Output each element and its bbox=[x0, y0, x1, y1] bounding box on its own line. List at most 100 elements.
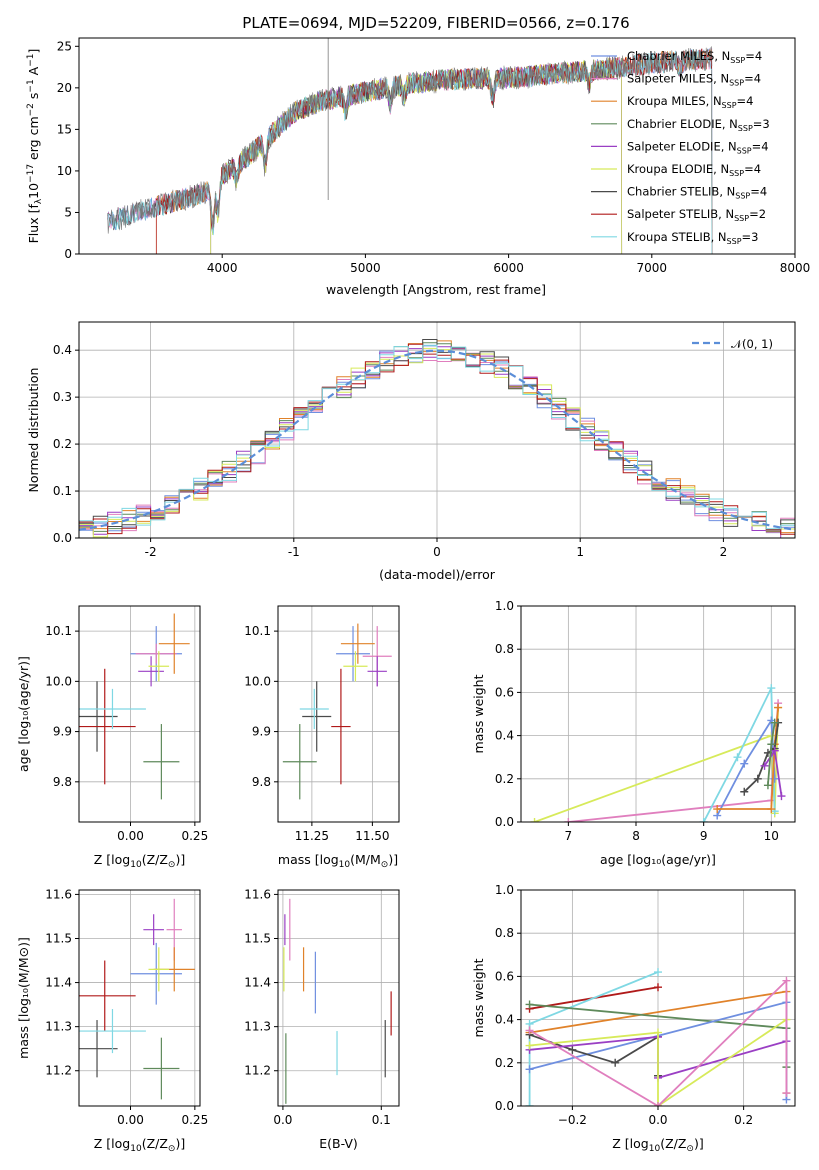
series-point bbox=[733, 753, 742, 762]
y-tick-label: 11.3 bbox=[45, 1020, 72, 1034]
y-tick-label: 0.4 bbox=[495, 729, 514, 743]
series-point bbox=[525, 1000, 534, 1009]
mass-weight-vs-age-panel: 7 8 9 10 0.0 0.2 0.4 0.6 0.8 1.0 age [log₁₀(age/yr… bbox=[471, 599, 796, 867]
spectrum-panel: 4000 5000 6000 7000 8000 0 5 10 15 20 25 PLATE=0694… bbox=[26, 14, 810, 297]
x-axis-label: (data-model)/error bbox=[379, 567, 496, 582]
grid bbox=[278, 890, 399, 1106]
y-tick-label: 10.1 bbox=[45, 624, 72, 638]
y-tick-label: 0.0 bbox=[495, 1099, 514, 1113]
plot-area bbox=[525, 968, 791, 1106]
y-tick-label: 0.4 bbox=[495, 1013, 514, 1027]
plot-area bbox=[79, 339, 795, 538]
x-tick-label: 0.1 bbox=[372, 1113, 391, 1127]
series-point bbox=[770, 746, 779, 755]
x-axis-label: E(B-V) bbox=[319, 1136, 358, 1151]
axes-frame bbox=[78, 37, 796, 255]
y-tick-label: 10.1 bbox=[244, 624, 271, 638]
legend: 𝒩(0, 1) bbox=[692, 337, 773, 351]
series-point bbox=[770, 718, 779, 727]
axes-frame bbox=[277, 605, 400, 823]
axes-frame bbox=[78, 605, 201, 823]
series-point bbox=[760, 761, 769, 770]
x-axis-label: Z [log10(Z/Z⊙)] bbox=[612, 1136, 703, 1154]
legend-entry: Chabrier ELODIE, NSSP=3 bbox=[627, 117, 770, 133]
series-point bbox=[713, 805, 722, 814]
legend-entry: Chabrier MILES, NSSP=4 bbox=[627, 49, 762, 65]
x-tick-label: 0 bbox=[433, 545, 441, 559]
legend-entry: Salpeter STELIB, NSSP=2 bbox=[627, 207, 766, 223]
series-point bbox=[767, 684, 776, 693]
series-point bbox=[525, 1041, 534, 1050]
y-tick-label: 0.1 bbox=[53, 484, 72, 498]
series-point bbox=[782, 976, 791, 985]
y-axis-label: mass weight bbox=[471, 674, 486, 753]
legend-entry: Kroupa ELODIE, NSSP=4 bbox=[627, 162, 761, 178]
plot-area bbox=[530, 684, 786, 822]
y-tick-label: 9.9 bbox=[252, 725, 271, 739]
x-tick-label: 0.00 bbox=[117, 829, 144, 843]
x-tick-label: −0.2 bbox=[558, 1113, 587, 1127]
series-point bbox=[654, 983, 662, 992]
y-axis-label: Normed distribution bbox=[26, 368, 41, 493]
x-tick-label: 6000 bbox=[493, 261, 524, 275]
y-tick-label: 9.8 bbox=[53, 775, 72, 789]
plot-area bbox=[107, 38, 713, 254]
x-tick-label: 11.50 bbox=[355, 829, 389, 843]
y-axis-label: Flux [fλ10−17 erg cm−2 s−1 A−1] bbox=[26, 49, 44, 244]
y-tick-label: 1.0 bbox=[495, 883, 514, 897]
mass-vs-ebv-panel: 0.0 0.1 11.2 11.3 11.4 11.5 11.6 E(B-V) bbox=[244, 887, 400, 1151]
y-tick-label: 9.9 bbox=[53, 725, 72, 739]
y-tick-label: 20 bbox=[57, 81, 72, 95]
y-tick-label: 10.0 bbox=[244, 674, 271, 688]
series-point bbox=[782, 1089, 791, 1098]
mass-vs-metallicity-panel: 0.00 0.25 11.2 11.3 11.4 11.5 11.6 Z [log10(Z/Z… bbox=[16, 887, 208, 1154]
y-tick-label: 11.5 bbox=[45, 931, 72, 945]
y-tick-label: 1.0 bbox=[495, 599, 514, 613]
residuals-panel: -2 -1 0 1 2 0.0 0.1 0.2 0.3 0.4 (data-model)/error… bbox=[26, 321, 796, 582]
y-tick-label: 15 bbox=[57, 122, 72, 136]
legend-entry: Chabrier STELIB, NSSP=4 bbox=[627, 185, 767, 201]
x-tick-label: 0.0 bbox=[648, 1113, 667, 1127]
series-point bbox=[525, 1026, 534, 1035]
x-tick-label: 8000 bbox=[780, 261, 811, 275]
legend-entry: Salpeter MILES, NSSP=4 bbox=[627, 72, 761, 88]
chart-title: PLATE=0694, MJD=52209, FIBERID=0566, z=0… bbox=[242, 14, 629, 32]
plot-area bbox=[282, 623, 392, 800]
axes-frame bbox=[78, 889, 201, 1107]
x-tick-label: 0.0 bbox=[273, 1113, 292, 1127]
y-tick-label: 0.8 bbox=[495, 642, 514, 656]
x-axis-label: mass [log10(M/M⊙)] bbox=[278, 852, 398, 870]
series-line bbox=[529, 1018, 787, 1106]
y-tick-label: 11.4 bbox=[45, 976, 72, 990]
x-tick-label: 4000 bbox=[207, 261, 238, 275]
legend-entry: 𝒩(0, 1) bbox=[731, 337, 773, 351]
x-tick-label: 10 bbox=[764, 829, 779, 843]
series-point bbox=[654, 1028, 662, 1037]
x-tick-label: 8 bbox=[632, 829, 640, 843]
y-tick-label: 11.6 bbox=[45, 887, 72, 901]
grid bbox=[278, 606, 399, 822]
age-vs-mass-panel: 11.25 11.50 9.8 9.9 10.0 10.1 mass [log10(M/M⊙… bbox=[244, 605, 400, 870]
series-point bbox=[530, 818, 539, 822]
y-tick-label: 11.2 bbox=[45, 1064, 72, 1078]
y-tick-label: 0.3 bbox=[53, 390, 72, 404]
residual-histogram bbox=[79, 352, 795, 533]
x-tick-label: 9 bbox=[700, 829, 708, 843]
y-tick-label: 5 bbox=[64, 205, 72, 219]
legend-entry: Kroupa MILES, NSSP=4 bbox=[627, 94, 753, 110]
legend: Chabrier MILES, NSSP=4 Salpeter MILES, NS… bbox=[591, 49, 770, 246]
y-axis-label: mass weight bbox=[471, 958, 486, 1037]
x-tick-label: 0.00 bbox=[117, 1113, 144, 1127]
x-tick-label: 0.2 bbox=[734, 1113, 753, 1127]
y-tick-label: 11.2 bbox=[244, 1064, 271, 1078]
series-line bbox=[529, 978, 788, 1106]
mass-weight-vs-metallicity-panel: −0.2 0.0 0.2 0.0 0.2 0.4 0.6 0.8 1.0 Z [log10(Z/Z… bbox=[471, 883, 796, 1154]
y-tick-label: 0 bbox=[64, 247, 72, 261]
x-tick-label: 2 bbox=[720, 545, 728, 559]
y-tick-label: 0.2 bbox=[495, 772, 514, 786]
normal-curve bbox=[79, 349, 795, 531]
plot-area bbox=[79, 898, 195, 1100]
x-tick-label: 0.25 bbox=[181, 829, 208, 843]
series-point bbox=[767, 805, 776, 814]
series-point bbox=[611, 1058, 620, 1067]
